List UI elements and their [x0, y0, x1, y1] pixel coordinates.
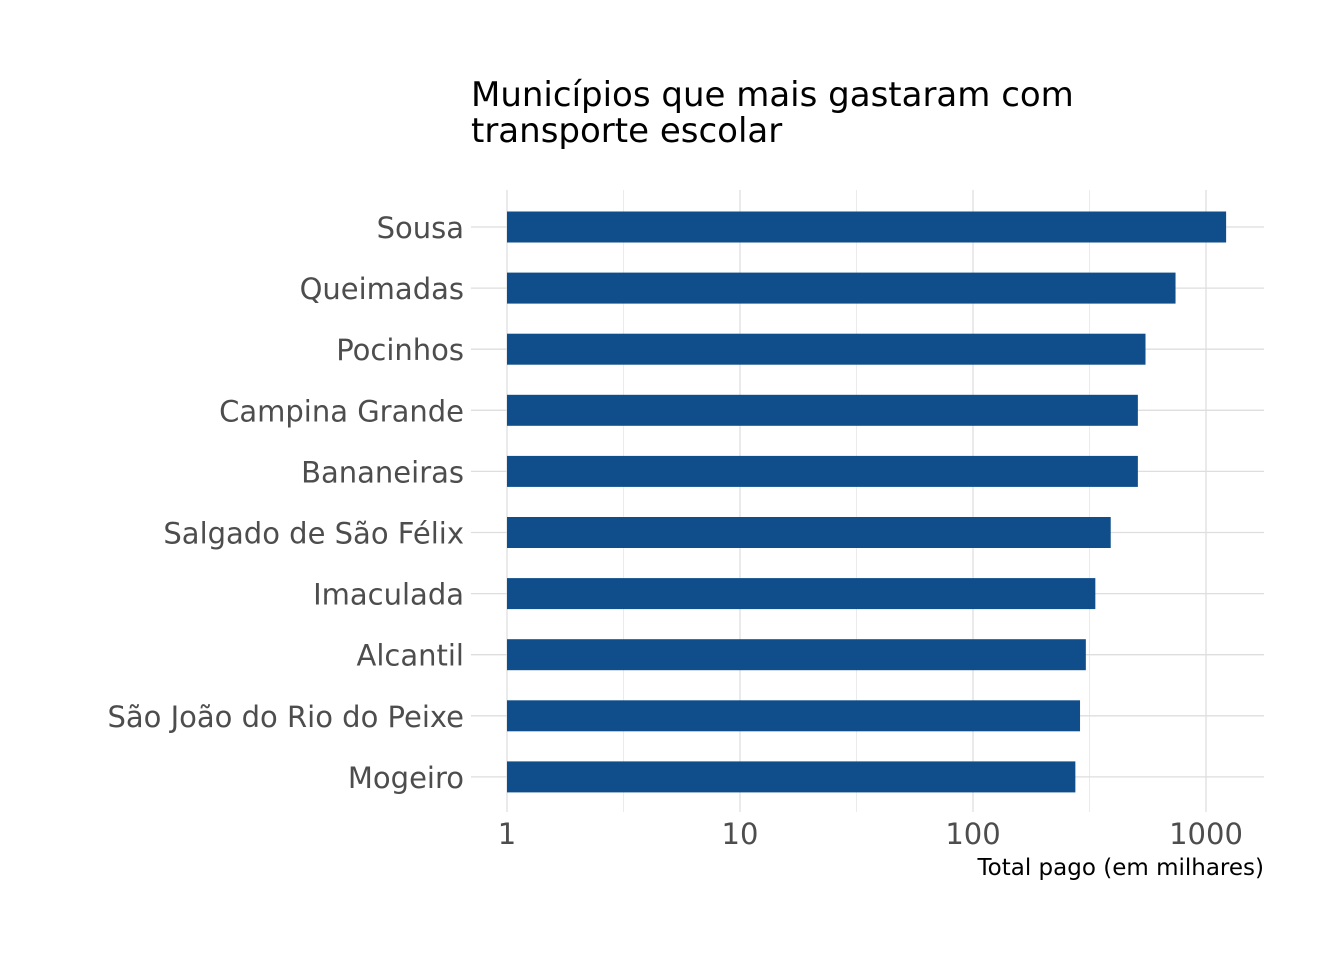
bar	[507, 578, 1096, 610]
bar	[507, 639, 1086, 671]
category-label: São João do Rio do Peixe	[107, 700, 464, 734]
category-label: Imaculada	[313, 578, 464, 612]
chart-title-line-1: Municípios que mais gastaram com	[471, 75, 1074, 115]
bar	[507, 761, 1076, 793]
bar	[507, 211, 1227, 243]
x-tick-label: 1	[498, 817, 516, 851]
bar	[507, 394, 1138, 426]
category-label: Sousa	[377, 211, 464, 245]
category-label: Bananeiras	[301, 455, 464, 489]
bar	[507, 272, 1176, 304]
bars	[507, 211, 1227, 793]
category-label: Queimadas	[300, 272, 464, 306]
bar	[507, 517, 1111, 548]
category-label: Pocinhos	[336, 333, 464, 367]
category-label: Campina Grande	[219, 394, 464, 428]
x-tick-label: 10	[722, 817, 759, 851]
x-axis-title: Total pago (em milhares)	[977, 855, 1264, 881]
category-label: Salgado de São Félix	[163, 517, 464, 551]
bar	[507, 455, 1138, 487]
bar	[507, 700, 1081, 732]
category-label: Alcantil	[357, 639, 464, 673]
bar	[507, 333, 1146, 365]
category-label: Mogeiro	[348, 761, 464, 795]
chart-title-line-2: transporte escolar	[471, 111, 782, 151]
x-tick-label: 1000	[1169, 817, 1243, 851]
category-labels: Sousa Queimadas Pocinhos Campina Grande Bana…	[107, 211, 464, 795]
x-tick-labels: 1 10 100 1000	[498, 817, 1243, 851]
x-tick-label: 100	[945, 817, 1000, 851]
